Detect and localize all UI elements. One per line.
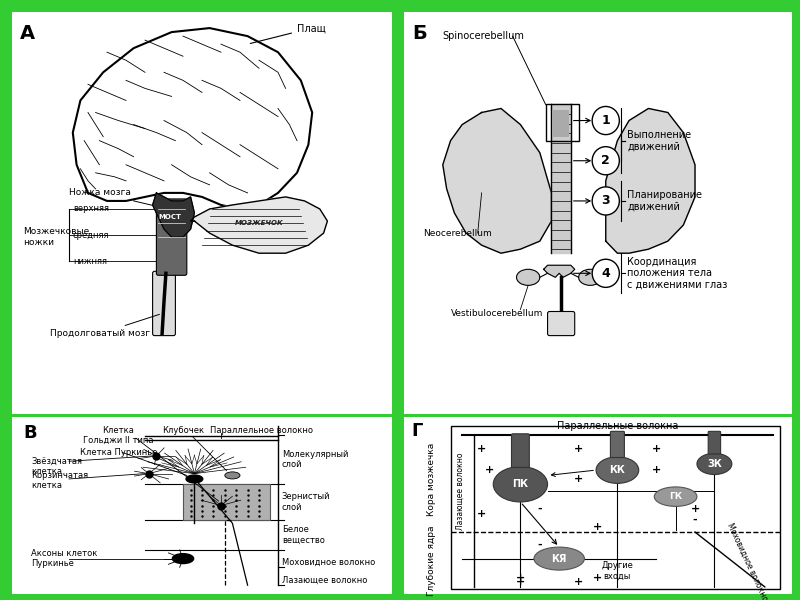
Circle shape	[225, 472, 240, 479]
FancyBboxPatch shape	[708, 431, 721, 454]
Text: +: +	[651, 465, 661, 475]
Polygon shape	[153, 193, 194, 237]
Text: средняя: средняя	[73, 230, 110, 239]
Ellipse shape	[494, 467, 547, 502]
FancyBboxPatch shape	[183, 484, 270, 520]
Text: Корзинчатая
клетка: Корзинчатая клетка	[31, 471, 88, 490]
Text: Г: Г	[412, 422, 423, 440]
Text: Vestibulocerebellum: Vestibulocerebellum	[450, 309, 543, 318]
Text: Б: Б	[412, 24, 426, 43]
Text: Звёздчатая
клетка: Звёздчатая клетка	[31, 457, 82, 476]
Text: верхняя: верхняя	[73, 205, 109, 214]
Text: +: +	[651, 444, 661, 454]
Text: Выполнение
движений: Выполнение движений	[627, 130, 691, 151]
Text: Аксоны клеток
Пуркинье: Аксоны клеток Пуркинье	[31, 549, 98, 568]
Text: Координация
положения тела
с движениями глаз: Координация положения тела с движениями …	[627, 257, 727, 290]
Text: +: +	[594, 573, 602, 583]
Circle shape	[592, 259, 619, 287]
FancyBboxPatch shape	[404, 417, 792, 594]
Text: ПК: ПК	[512, 479, 528, 489]
Circle shape	[592, 187, 619, 215]
Circle shape	[592, 106, 619, 134]
Text: +: +	[574, 444, 583, 454]
Polygon shape	[551, 104, 571, 253]
Text: +: +	[477, 509, 486, 520]
Text: +: +	[516, 573, 525, 583]
Circle shape	[534, 547, 585, 570]
Text: -: -	[538, 504, 542, 514]
Text: +: +	[574, 474, 583, 484]
Text: Глубокие ядра: Глубокие ядра	[426, 525, 436, 596]
Text: Ножка мозга: Ножка мозга	[69, 188, 165, 208]
Text: КК: КК	[610, 465, 626, 475]
Text: Клубочек: Клубочек	[162, 426, 204, 435]
Polygon shape	[190, 197, 327, 253]
Ellipse shape	[578, 269, 602, 286]
FancyBboxPatch shape	[450, 426, 780, 589]
Text: -: -	[538, 539, 542, 550]
Text: Плащ: Плащ	[250, 23, 326, 43]
Text: КЯ: КЯ	[551, 554, 567, 563]
Text: МОЗЖЕЧОК: МОЗЖЕЧОК	[234, 220, 283, 226]
FancyBboxPatch shape	[404, 12, 792, 414]
FancyBboxPatch shape	[12, 417, 392, 594]
FancyBboxPatch shape	[12, 12, 392, 414]
FancyBboxPatch shape	[153, 271, 175, 335]
Ellipse shape	[697, 453, 732, 475]
Text: Молекулярный
слой: Молекулярный слой	[282, 450, 348, 469]
Text: Лазающее волокно: Лазающее волокно	[456, 452, 465, 530]
Circle shape	[186, 475, 202, 483]
Text: Spinocerebellum: Spinocerebellum	[443, 31, 525, 41]
Text: 3: 3	[602, 194, 610, 208]
Text: +: +	[485, 465, 494, 475]
Text: +: +	[690, 504, 700, 514]
Text: Белое
вещество: Белое вещество	[282, 525, 325, 544]
Text: В: В	[23, 424, 37, 442]
Circle shape	[654, 487, 697, 506]
FancyBboxPatch shape	[157, 199, 187, 275]
Text: Моховидное волокно: Моховидное волокно	[726, 522, 770, 600]
Text: Кора мозжечка: Кора мозжечка	[426, 442, 436, 515]
FancyBboxPatch shape	[610, 431, 624, 458]
Polygon shape	[544, 265, 574, 277]
Polygon shape	[606, 109, 695, 253]
FancyBboxPatch shape	[547, 311, 574, 335]
Text: +: +	[594, 522, 602, 532]
Text: Продолговатый мозг: Продолговатый мозг	[50, 314, 159, 338]
Text: Параллельное волокно: Параллельное волокно	[210, 426, 313, 435]
Text: Моховидное волокно: Моховидное волокно	[282, 557, 375, 566]
Polygon shape	[443, 109, 551, 253]
FancyBboxPatch shape	[552, 110, 570, 137]
Circle shape	[592, 146, 619, 175]
Ellipse shape	[596, 457, 638, 484]
Text: +: +	[574, 577, 583, 587]
FancyBboxPatch shape	[511, 434, 530, 467]
Text: ГК: ГК	[669, 492, 682, 501]
Polygon shape	[73, 28, 312, 209]
Text: нижняя: нижняя	[73, 257, 107, 266]
Text: Мозжечковые
ножки: Мозжечковые ножки	[23, 227, 90, 247]
Text: Другие
входы: Другие входы	[602, 561, 634, 581]
Text: Зернистый
слой: Зернистый слой	[282, 492, 330, 512]
Text: 4: 4	[602, 267, 610, 280]
Text: Клетка
Гольджи II типа: Клетка Гольджи II типа	[83, 426, 154, 445]
Text: ЗК: ЗК	[707, 459, 722, 469]
Text: 1: 1	[602, 114, 610, 127]
Text: 2: 2	[602, 154, 610, 167]
Text: Клетка Пуркинье: Клетка Пуркинье	[80, 448, 158, 457]
Circle shape	[172, 554, 194, 563]
Text: +: +	[477, 444, 486, 454]
Text: -: -	[693, 515, 698, 524]
Text: Планирование
движений: Планирование движений	[627, 190, 702, 212]
Text: МОСТ: МОСТ	[158, 214, 182, 220]
Text: А: А	[19, 24, 34, 43]
Text: Neocerebellum: Neocerebellum	[423, 229, 492, 238]
Text: +: +	[516, 577, 525, 587]
Ellipse shape	[517, 269, 540, 286]
Text: Параллельные волокна: Параллельные волокна	[557, 421, 678, 431]
Text: Лазающее волокно: Лазающее волокно	[282, 575, 367, 584]
